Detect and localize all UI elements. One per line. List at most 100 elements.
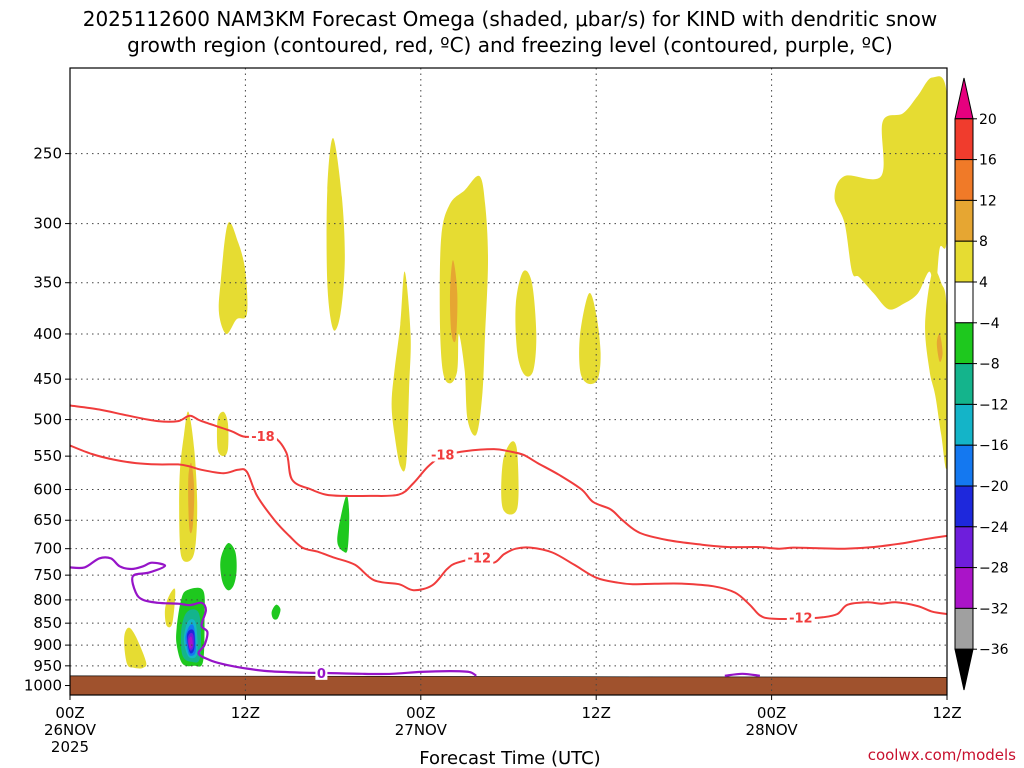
y-tick-label: 600	[33, 481, 62, 499]
colorbar-bottom-triangle	[954, 648, 974, 691]
plot-area: -18 -18 -12 -12 0	[69, 67, 948, 696]
chart-title-line-1: 2025112600 NAM3KM Forecast Omega (shaded…	[83, 7, 938, 31]
x-tick-label: 12Z	[932, 704, 961, 722]
omega-patch-pos4	[164, 588, 176, 628]
omega-patch-neg4	[337, 495, 350, 553]
omega-patch-pos4	[925, 269, 947, 469]
colorbar-swatch	[954, 281, 974, 324]
omega-patch-pos4	[439, 175, 488, 436]
colorbar-label: −8	[979, 357, 1000, 373]
colorbar-label: −32	[979, 601, 1009, 617]
omega-shading	[124, 76, 947, 669]
omega-patch-pos8	[449, 260, 458, 343]
colorbar-label: 8	[979, 234, 988, 250]
dgz-contour-label: -18	[251, 430, 275, 445]
omega-patch-pos8	[936, 333, 943, 362]
y-tick-label: 550	[33, 447, 62, 465]
colorbar-swatch	[954, 444, 974, 487]
y-tick-label: 950	[33, 657, 62, 675]
dgz-contour	[70, 444, 947, 620]
dgz-contour	[70, 404, 947, 550]
y-tick-label: 750	[33, 566, 62, 584]
colorbar-label: −36	[979, 642, 1009, 658]
dgz-contour-label: -12	[789, 612, 813, 627]
omega-patch-pos4	[834, 76, 947, 310]
dgz-contour-label-bg	[465, 550, 494, 565]
colorbar-swatch	[954, 403, 974, 446]
plot-frame	[69, 67, 948, 696]
colorbar: 20 16 12 8 4 −4 −8 −12 −16 −20 −24 −28 −32 −36	[954, 77, 1009, 691]
omega-patch-pos4	[124, 627, 147, 669]
omega-patch-pos8	[188, 462, 195, 534]
y-tick-label: 650	[33, 511, 62, 529]
x-tick-label: 2025	[51, 738, 89, 756]
x-tick-label: 27NOV	[395, 721, 448, 739]
contour-layer	[70, 404, 947, 677]
colorbar-label: 12	[979, 193, 997, 209]
chart-title-line-2: growth region (contoured, red, ºC) and f…	[127, 33, 893, 57]
colorbar-label: 4	[979, 275, 988, 291]
freezing-level-contour	[724, 672, 761, 677]
colorbar-swatch	[954, 485, 974, 528]
y-tick-label: 500	[33, 411, 62, 429]
omega-patch-pos4	[216, 411, 229, 457]
omega-patch-neg4	[271, 604, 281, 620]
x-tick-label: 00Z	[757, 704, 786, 722]
y-tick-label: 1000	[24, 677, 62, 695]
freezing-contour-label: 0	[317, 667, 326, 682]
ground-terrain	[69, 675, 948, 696]
colorbar-swatch	[954, 526, 974, 569]
x-tick-label: 28NOV	[746, 721, 799, 739]
colorbar-swatch	[954, 567, 974, 609]
dgz-contour-label: -12	[468, 551, 492, 566]
contour-label-layer: -18 -18 -12 -12 0	[248, 428, 815, 682]
y-tick-label: 450	[33, 370, 62, 388]
x-tick-label: 00Z	[406, 704, 435, 722]
freezing-contour-label-bg	[315, 665, 328, 680]
credit-text: coolwx.com/models	[868, 746, 1016, 764]
colorbar-label: 16	[979, 153, 997, 169]
omega-patch-pos4	[579, 293, 601, 385]
y-tick-label: 900	[33, 636, 62, 654]
colorbar-swatch	[954, 363, 974, 405]
colorbar-label: −16	[979, 438, 1009, 454]
y-tick-label: 400	[33, 325, 62, 343]
dgz-contour-label: -18	[431, 448, 455, 463]
colorbar-swatch	[954, 199, 974, 242]
omega-patch-neg4	[220, 542, 237, 591]
ground-layer	[69, 675, 948, 696]
y-tick-label: 250	[33, 145, 62, 163]
colorbar-swatch	[954, 240, 974, 283]
dgz-contour-label-bg	[248, 428, 277, 443]
x-axis-title: Forecast Time (UTC)	[419, 748, 600, 768]
colorbar-label: −28	[979, 561, 1009, 577]
colorbar-label: −20	[979, 479, 1009, 495]
colorbar-swatch	[954, 159, 974, 201]
colorbar-label: −4	[979, 316, 1000, 332]
omega-patch-pos4	[218, 222, 248, 335]
colorbar-swatch	[954, 118, 974, 161]
dgz-contour-label-bg	[786, 610, 815, 625]
omega-patch-pos4	[391, 271, 411, 472]
colorbar-swatch	[954, 322, 974, 365]
y-tick-label: 350	[33, 274, 62, 292]
y-tick-label: 800	[33, 591, 62, 609]
y-axis: 250 300 350 400 450 500 550 600 650 700 750 800 850 9…	[24, 145, 70, 695]
colorbar-label: −24	[979, 520, 1009, 536]
colorbar-swatch	[954, 607, 974, 650]
dgz-contour-label-bg	[428, 447, 457, 462]
y-tick-label: 300	[33, 215, 62, 233]
colorbar-label: 20	[979, 112, 997, 128]
colorbar-label: −12	[979, 397, 1009, 413]
x-tick-label: 26NOV	[44, 721, 97, 739]
x-tick-label: 00Z	[55, 704, 84, 722]
freezing-level-contour	[70, 556, 477, 677]
x-tick-label: 12Z	[582, 704, 611, 722]
y-tick-label: 700	[33, 540, 62, 558]
y-tick-label: 850	[33, 614, 62, 632]
omega-patch-pos4	[515, 270, 537, 377]
omega-patch-pos4	[501, 441, 519, 515]
x-tick-label: 12Z	[231, 704, 260, 722]
